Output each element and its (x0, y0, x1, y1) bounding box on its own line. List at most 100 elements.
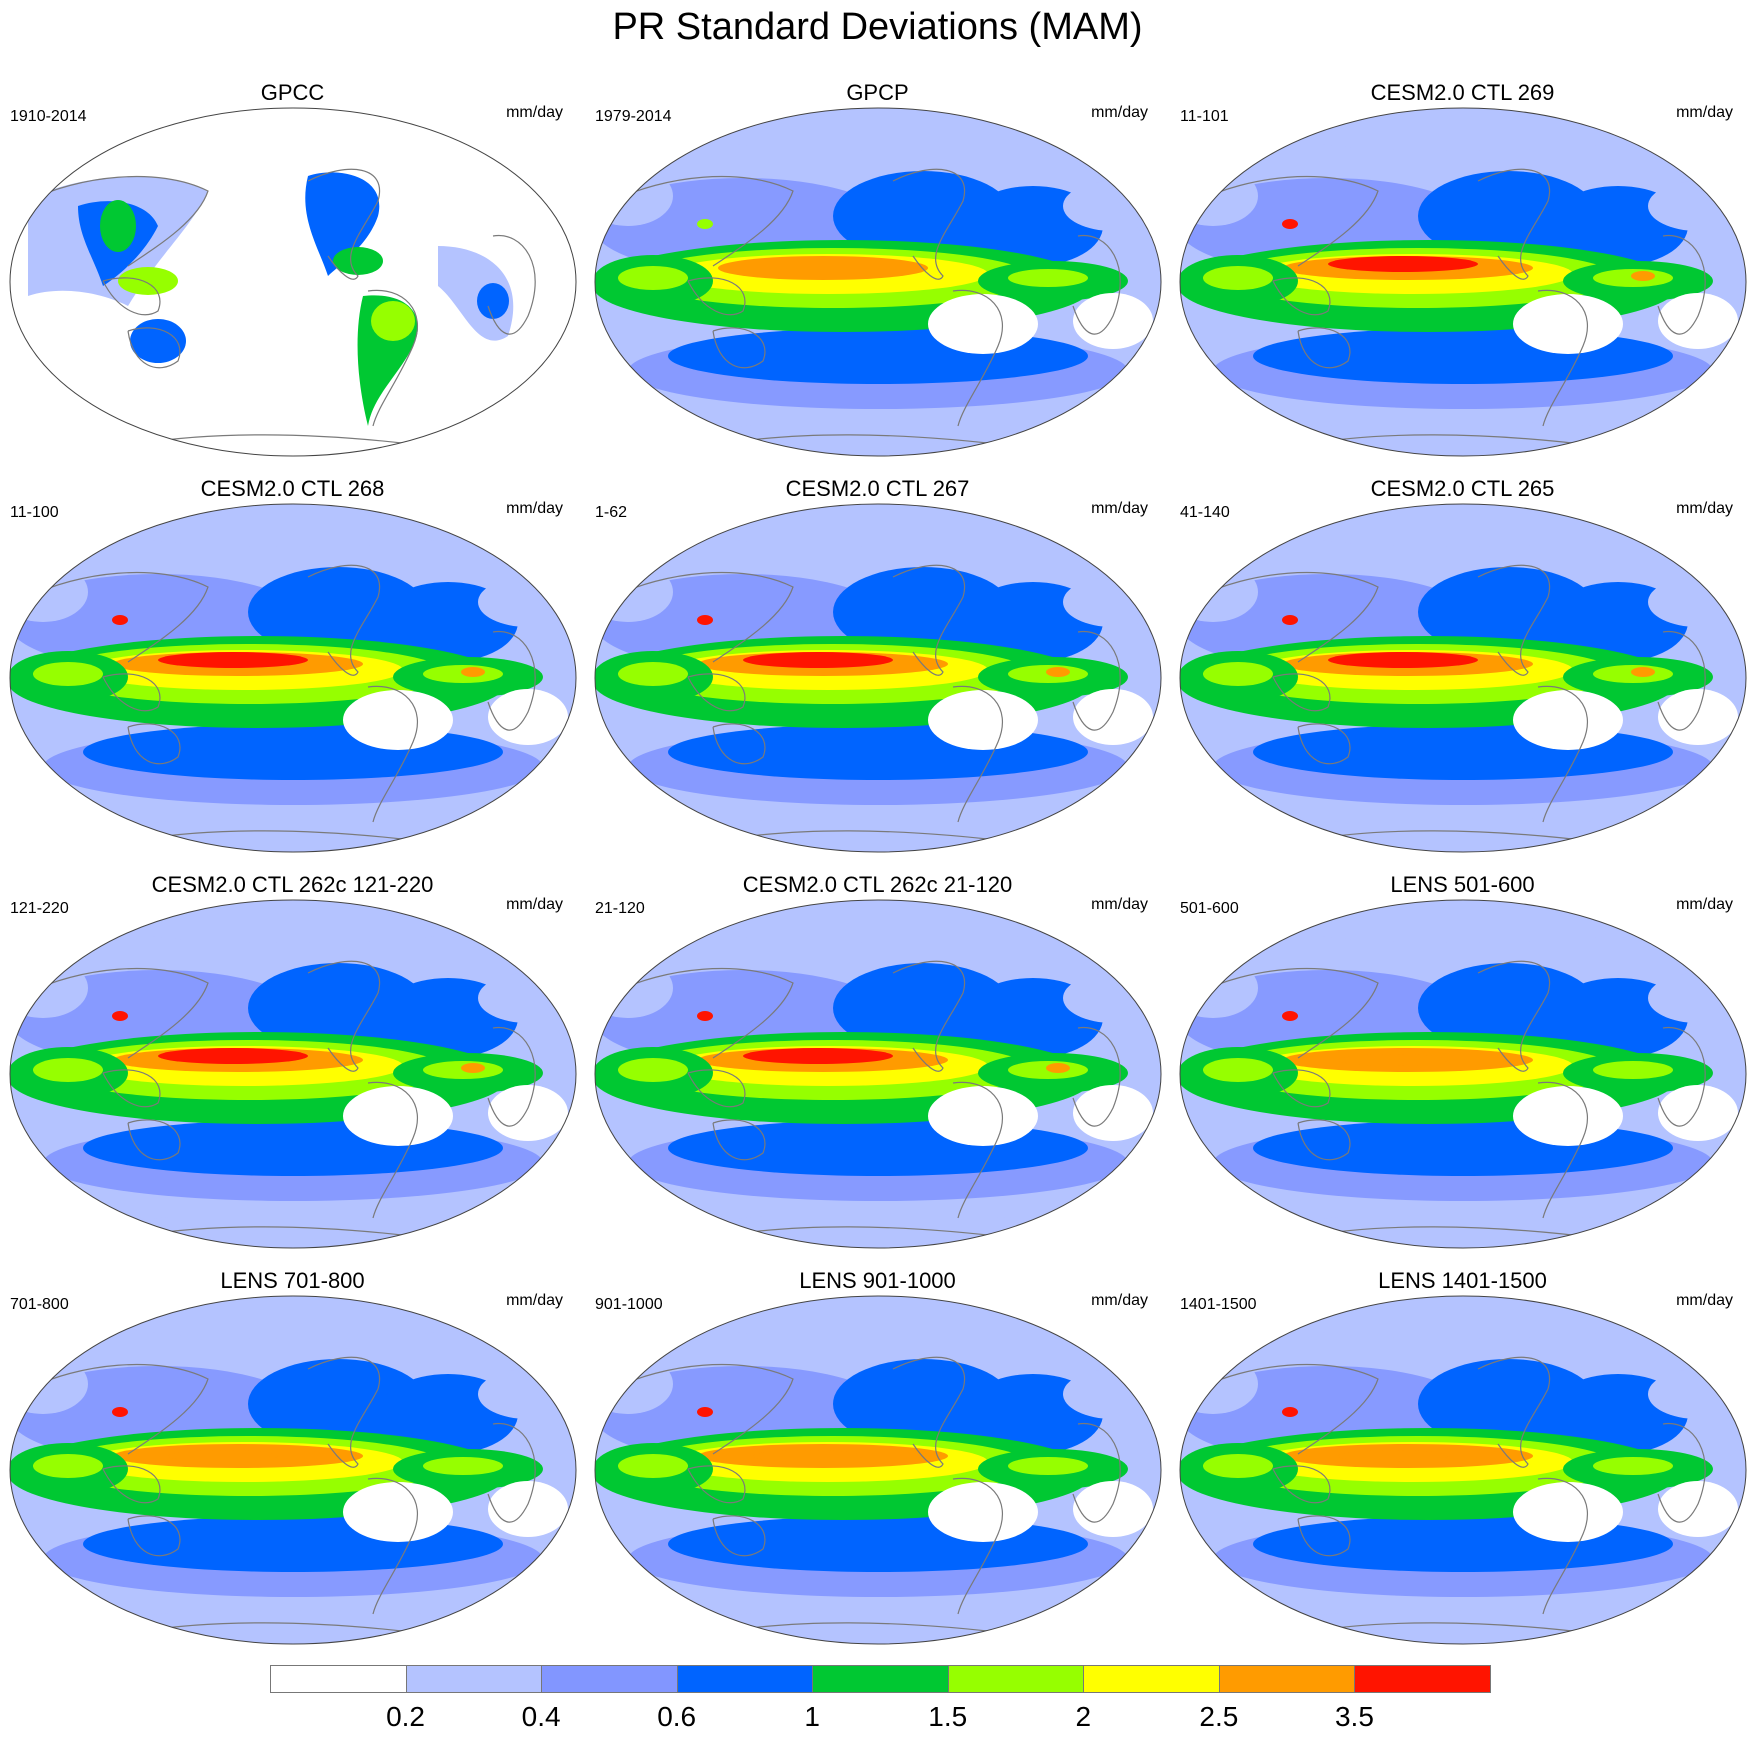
precip-field (595, 111, 1161, 456)
colorbar-swatch (1083, 1665, 1220, 1693)
colorbar-tick-label: 0.6 (657, 1701, 697, 1732)
map-panel: CESM2.0 CTL 262c 121-220 121-220 mm/day (0, 872, 585, 1262)
map-panel: CESM2.0 CTL 265 41-140 mm/day (1170, 476, 1755, 866)
panel-period: 11-100 (10, 504, 59, 521)
globe-outline (1179, 1295, 1747, 1645)
colorbar-tick-label: 1 (804, 1701, 820, 1732)
world-map (594, 503, 1162, 853)
world-map (1179, 1295, 1747, 1645)
panel-units: mm/day (1676, 104, 1733, 121)
map-panel: CESM2.0 CTL 267 1-62 mm/day (585, 476, 1170, 866)
colorbar-swatch (541, 1665, 678, 1693)
panel-units: mm/day (506, 1292, 563, 1309)
panel-period: 1401-1500 (1180, 1296, 1257, 1313)
panel-units: mm/day (506, 896, 563, 913)
panel-units: mm/day (1091, 500, 1148, 517)
globe-outline (594, 1295, 1162, 1645)
colorbar-swatch (270, 1665, 407, 1693)
panel-units: mm/day (1091, 896, 1148, 913)
world-map (1179, 503, 1747, 853)
world-map (594, 899, 1162, 1249)
map-panel: CESM2.0 CTL 268 11-100 mm/day (0, 476, 585, 866)
panel-period: 1-62 (595, 504, 628, 521)
map-panel: LENS 701-800 701-800 mm/day (0, 1268, 585, 1658)
panel-period: 41-140 (1180, 504, 1230, 521)
panel-title: CESM2.0 CTL 267 (785, 476, 970, 501)
world-map (9, 1295, 577, 1645)
panel-title: CESM2.0 CTL 262c 21-120 (742, 872, 1013, 897)
world-map (9, 107, 577, 457)
panel-period: 901-1000 (595, 1296, 663, 1313)
precip-field (1180, 1299, 1746, 1644)
panel-units: mm/day (1091, 104, 1148, 121)
map-panel: LENS 1401-1500 1401-1500 mm/day (1170, 1268, 1755, 1658)
world-map (594, 1295, 1162, 1645)
map-panel: CESM2.0 CTL 262c 21-120 21-120 mm/day (585, 872, 1170, 1262)
globe-outline (9, 503, 577, 853)
panel-period: 1979-2014 (595, 108, 672, 125)
precip-field (1180, 903, 1746, 1248)
precip-field (595, 507, 1161, 852)
world-map (1179, 107, 1747, 457)
colorbar-tick-label: 0.2 (386, 1701, 426, 1732)
panel-title: CESM2.0 CTL 268 (200, 476, 385, 501)
colorbar-swatch (676, 1665, 814, 1693)
globe-outline (9, 107, 577, 457)
globe-outline (1179, 503, 1747, 853)
precip-field (595, 903, 1161, 1248)
world-map (9, 503, 577, 853)
colorbar-tick-label: 0.4 (521, 1701, 561, 1732)
world-map (1179, 899, 1747, 1249)
colorbar-tick-label: 2.5 (1199, 1701, 1239, 1732)
precip-field (10, 507, 576, 852)
colorbar-swatch (1218, 1665, 1356, 1693)
precip-field (1180, 507, 1746, 852)
panel-units: mm/day (1676, 1292, 1733, 1309)
panel-title: LENS 701-800 (220, 1268, 365, 1293)
panel-units: mm/day (506, 104, 563, 121)
colorbar-swatch (1354, 1665, 1491, 1693)
globe-outline (1179, 899, 1747, 1249)
colorbar (270, 1665, 1491, 1695)
panel-units: mm/day (506, 500, 563, 517)
colorbar-tick-label: 2 (1075, 1701, 1092, 1732)
globe-outline (594, 503, 1162, 853)
globe-outline (1179, 107, 1747, 457)
precip-field (27, 168, 536, 447)
panel-grid: GPCC 1910-2014 mm/day GPCP 1979-2014 mm/day CE… (0, 80, 1755, 1650)
world-map (9, 899, 577, 1249)
globe-outline (9, 1295, 577, 1645)
precip-field (1180, 111, 1746, 456)
colorbar-swatch (947, 1665, 1085, 1693)
colorbar-tick-label: 3.5 (1334, 1701, 1374, 1732)
map-panel: LENS 501-600 501-600 mm/day (1170, 872, 1755, 1262)
panel-title: LENS 901-1000 (799, 1268, 956, 1293)
precip-field (10, 903, 576, 1248)
panel-period: 701-800 (10, 1296, 69, 1313)
map-panel: LENS 901-1000 901-1000 mm/day (585, 1268, 1170, 1658)
precip-field (10, 1299, 576, 1644)
globe-outline (594, 107, 1162, 457)
panel-period: 21-120 (595, 900, 645, 917)
panel-units: mm/day (1676, 500, 1733, 517)
colorbar-swatch (812, 1665, 949, 1693)
panel-title: GPCP (846, 80, 909, 105)
panel-title: CESM2.0 CTL 265 (1370, 476, 1555, 501)
map-panel: CESM2.0 CTL 269 11-101 mm/day (1170, 80, 1755, 470)
globe-outline (9, 899, 577, 1249)
panel-period: 11-101 (1180, 108, 1229, 125)
panel-title: GPCC (260, 80, 325, 105)
panel-title: LENS 501-600 (1390, 872, 1535, 897)
panel-title: LENS 1401-1500 (1378, 1268, 1547, 1293)
map-panel: GPCP 1979-2014 mm/day (585, 80, 1170, 470)
figure-title: PR Standard Deviations (MAM) (612, 6, 1143, 48)
panel-period: 1910-2014 (10, 108, 87, 125)
panel-title: CESM2.0 CTL 262c 121-220 (151, 872, 434, 897)
colorbar-tick-label: 1.5 (928, 1701, 968, 1732)
panel-period: 121-220 (10, 900, 69, 917)
panel-title: CESM2.0 CTL 269 (1370, 80, 1555, 105)
colorbar-swatch (405, 1665, 543, 1693)
world-map (594, 107, 1162, 457)
map-panel: GPCC 1910-2014 mm/day (0, 80, 585, 470)
panel-units: mm/day (1091, 1292, 1148, 1309)
